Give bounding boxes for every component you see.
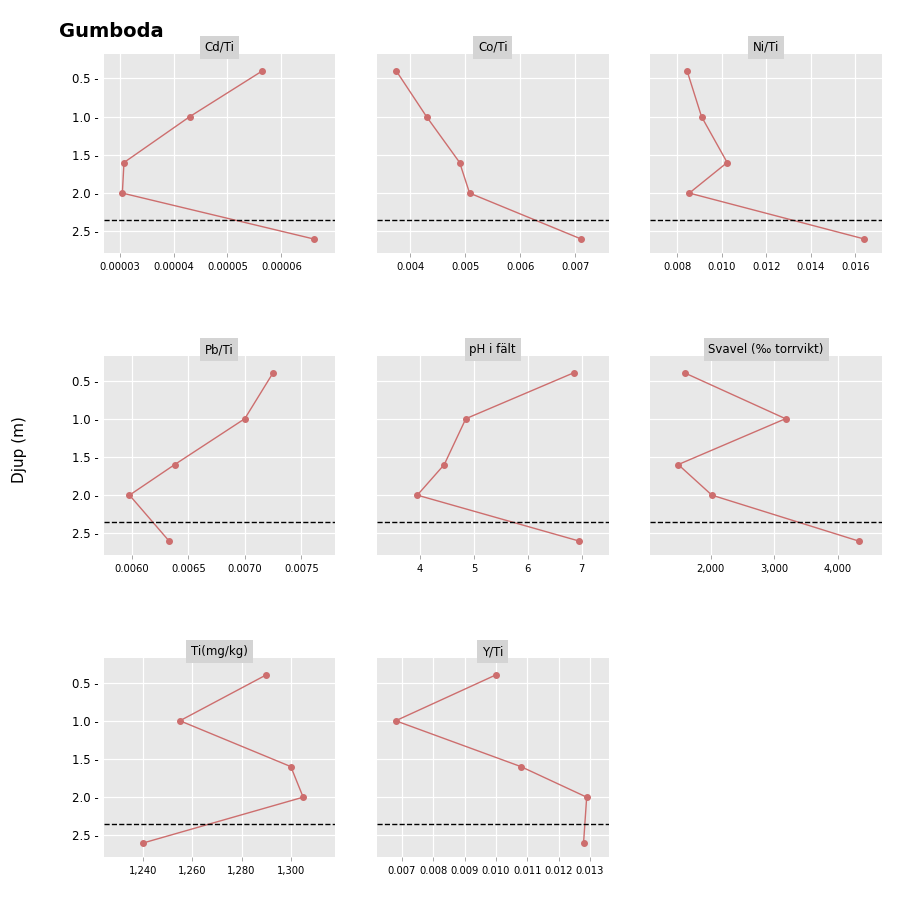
Title: Cd/Ti: Cd/Ti bbox=[204, 41, 234, 54]
Title: Ti(mg/kg): Ti(mg/kg) bbox=[191, 645, 248, 658]
Title: pH i fält: pH i fält bbox=[470, 343, 516, 356]
Title: Y/Ti: Y/Ti bbox=[482, 645, 503, 658]
Title: Ni/Ti: Ni/Ti bbox=[753, 41, 779, 54]
Title: Pb/Ti: Pb/Ti bbox=[205, 343, 234, 356]
Title: Co/Ti: Co/Ti bbox=[478, 41, 508, 54]
Text: Djup (m): Djup (m) bbox=[13, 417, 27, 483]
Title: Svavel (‰ torrvikt): Svavel (‰ torrvikt) bbox=[708, 343, 824, 356]
Text: Gumboda: Gumboda bbox=[58, 22, 163, 40]
